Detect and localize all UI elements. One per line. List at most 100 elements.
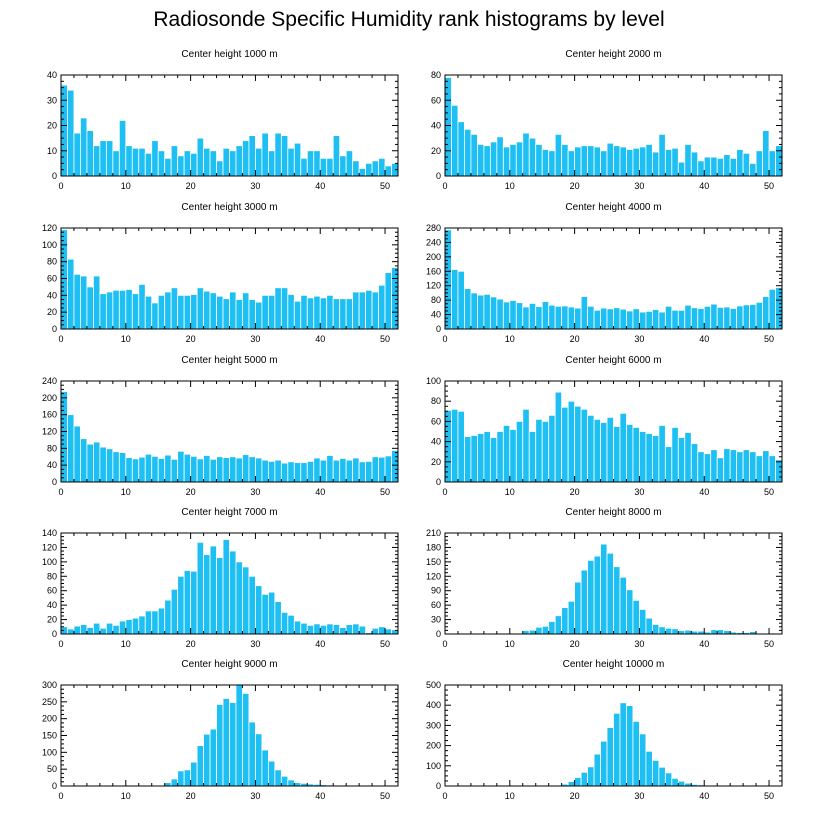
panel-title: Center height 10000 m — [563, 659, 665, 670]
histogram-bar — [164, 454, 172, 483]
x-tick-label: 30 — [634, 791, 644, 801]
histogram-bar — [138, 283, 146, 330]
histogram-bar — [515, 420, 524, 483]
histogram-bar — [345, 459, 354, 483]
histogram-bar — [138, 456, 146, 483]
y-tick-label: 140 — [42, 528, 57, 538]
histogram-bar — [632, 599, 640, 635]
histogram-bar — [548, 414, 556, 483]
y-tick-label: 120 — [426, 281, 441, 291]
histogram-bar — [306, 460, 315, 483]
histogram-bar — [677, 437, 686, 483]
histogram-bar — [716, 157, 725, 177]
panel-title: Center height 4000 m — [565, 202, 661, 213]
histogram-bar — [242, 693, 250, 787]
histogram-bar — [177, 155, 185, 177]
histogram-bar — [358, 168, 366, 177]
histogram-bar — [93, 275, 101, 330]
histogram-bar — [287, 294, 295, 330]
histogram-bar — [229, 702, 237, 787]
histogram-bar — [73, 132, 81, 177]
histogram-bar — [229, 291, 237, 330]
histogram-bar — [352, 160, 360, 177]
x-tick-label: 40 — [315, 334, 325, 344]
histogram-bar — [729, 449, 738, 483]
histogram-bar — [561, 305, 569, 330]
histogram-bar — [352, 291, 360, 330]
histogram-bar — [587, 560, 595, 635]
y-tick-label: 300 — [426, 720, 441, 730]
histogram-bar — [528, 302, 537, 330]
histogram-bar — [267, 294, 276, 330]
histogram-bar — [125, 289, 133, 330]
histogram-bar — [574, 307, 582, 330]
panel-6: Center height 6000 m 0 10 20 30 40 50 0 20 40 60 80… — [426, 355, 783, 497]
histogram-bar — [632, 720, 640, 787]
histogram-bar — [144, 152, 153, 177]
histogram-bar — [170, 145, 179, 177]
histogram-bar — [710, 303, 718, 330]
histogram-bar — [632, 427, 640, 483]
histogram-bar — [677, 780, 686, 787]
histogram-bar — [742, 449, 750, 483]
histogram-bar — [378, 456, 386, 483]
y-tick-label: 0 — [52, 171, 57, 181]
histogram-bar — [619, 146, 627, 177]
y-tick-label: 20 — [47, 307, 57, 317]
y-tick-label: 120 — [426, 571, 441, 581]
histogram-bar — [261, 294, 269, 330]
histogram-bar — [384, 272, 392, 330]
histogram-bar — [483, 293, 491, 330]
histogram-bar — [196, 458, 204, 483]
x-tick-label: 20 — [570, 791, 580, 801]
histogram-bar — [626, 705, 634, 787]
histogram-bar — [248, 135, 256, 177]
y-tick-label: 200 — [426, 252, 441, 262]
histogram-bar — [755, 150, 763, 177]
histogram-bar — [671, 777, 679, 787]
histogram-bar — [306, 624, 315, 635]
histogram-bar — [496, 136, 504, 177]
y-tick-label: 0 — [436, 781, 441, 791]
histogram-bar — [697, 308, 705, 330]
x-tick-label: 0 — [442, 487, 447, 497]
x-tick-label: 40 — [699, 487, 709, 497]
x-tick-label: 50 — [764, 334, 774, 344]
y-tick-label: 0 — [436, 171, 441, 181]
histogram-bar — [332, 624, 341, 635]
histogram-bar — [600, 740, 608, 787]
y-tick-label: 280 — [426, 223, 441, 233]
histogram-bar — [684, 432, 692, 483]
histogram-bar — [332, 459, 341, 483]
histogram-bar — [196, 137, 204, 177]
histogram-bar — [358, 625, 366, 635]
histogram-bar — [626, 424, 634, 483]
histogram-bar — [613, 307, 621, 330]
histogram-bar — [99, 140, 107, 177]
histogram-bar — [580, 145, 588, 177]
histogram-bar — [222, 539, 230, 635]
histogram-bar — [775, 287, 783, 330]
y-tick-label: 200 — [42, 393, 57, 403]
histogram-bar — [190, 294, 198, 330]
x-tick-label: 50 — [380, 639, 390, 649]
panel-2: Center height 2000 m 0 10 20 30 40 50 0 20 40 60 80 — [431, 49, 783, 191]
histogram-bar — [658, 766, 666, 787]
histogram-bar — [664, 772, 673, 787]
histogram-bar — [125, 457, 133, 483]
histogram-bar — [255, 147, 263, 177]
histogram-bar — [235, 299, 243, 330]
y-tick-label: 100 — [426, 761, 441, 771]
histogram-bar — [216, 456, 224, 483]
histogram-bar — [274, 601, 282, 635]
histogram-bar — [775, 145, 783, 177]
histogram-bar — [451, 408, 459, 483]
y-tick-label: 50 — [47, 764, 57, 774]
x-tick-label: 10 — [121, 791, 131, 801]
histogram-bar — [639, 733, 647, 787]
x-tick-label: 40 — [699, 334, 709, 344]
histogram-bar — [190, 152, 198, 177]
histogram-bar — [710, 156, 718, 177]
histogram-bar — [768, 288, 776, 330]
histogram-bar — [515, 302, 524, 330]
